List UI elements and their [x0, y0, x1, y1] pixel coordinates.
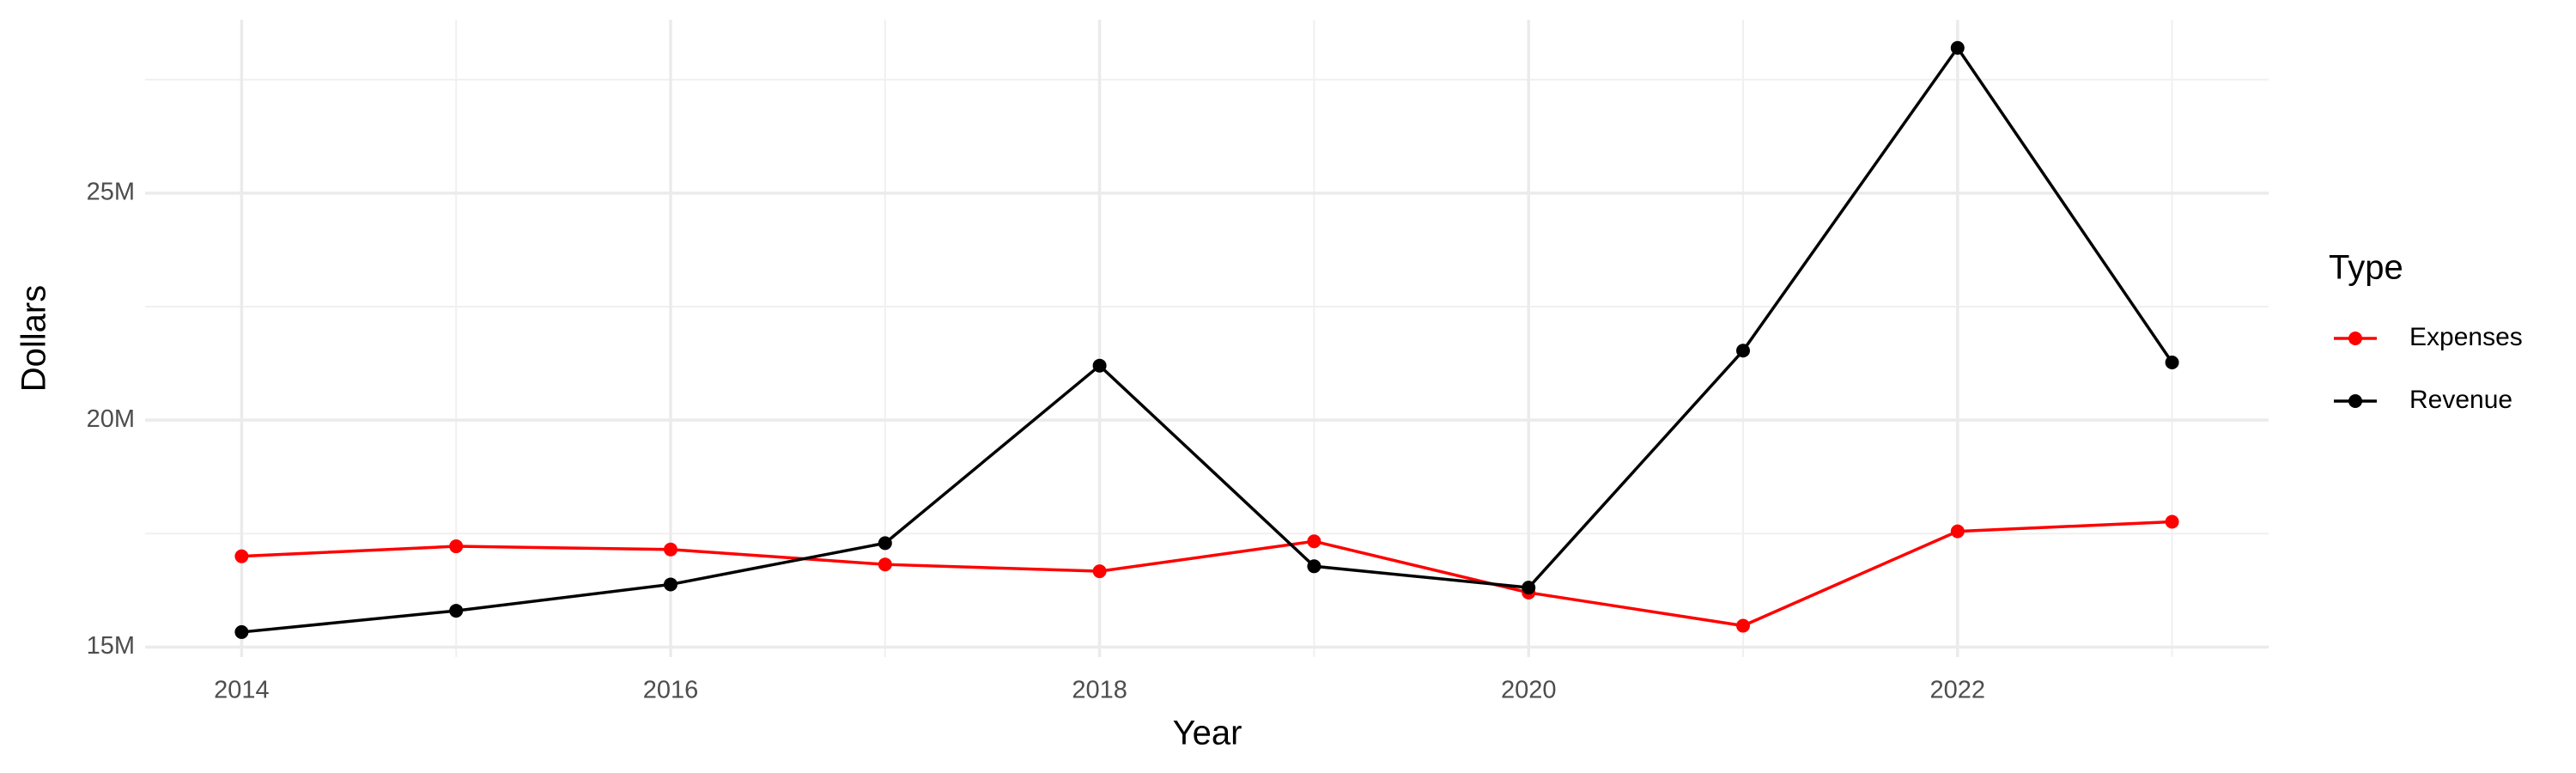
legend-title: Type: [2329, 249, 2403, 287]
x-tick-label: 2018: [1072, 677, 1127, 704]
x-tick-label: 2022: [1930, 677, 1986, 704]
x-axis-title: Year: [1173, 715, 1242, 752]
data-point: [2165, 356, 2179, 370]
y-tick-label: 20M: [87, 405, 135, 433]
data-point: [1950, 40, 1965, 55]
x-tick-label: 2020: [1501, 677, 1557, 704]
legend-key-point: [2348, 332, 2362, 345]
x-tick-label: 2014: [214, 677, 270, 704]
y-axis-title: Dollars: [15, 285, 53, 392]
legend-label: Revenue: [2409, 386, 2512, 414]
y-tick-label: 15M: [87, 632, 135, 660]
data-point: [1092, 358, 1107, 373]
data-point: [1307, 559, 1321, 574]
data-point: [234, 549, 249, 563]
data-point: [449, 539, 464, 554]
series-line: [241, 520, 2172, 628]
x-tick-label: 2016: [643, 677, 699, 704]
data-point: [878, 557, 892, 572]
legend-label: Expenses: [2409, 323, 2523, 351]
data-point: [1735, 618, 1750, 633]
y-tick-label: 25M: [87, 179, 135, 206]
data-point: [449, 604, 464, 618]
data-point: [1522, 581, 1536, 595]
data-point: [878, 536, 892, 551]
series-line: [241, 45, 2174, 634]
data-point: [1092, 564, 1107, 579]
data-point: [1735, 344, 1750, 358]
data-point: [1307, 534, 1321, 549]
data-point: [1950, 524, 1965, 539]
data-point: [234, 624, 249, 639]
data-point: [664, 577, 678, 592]
data-point: [2165, 514, 2179, 529]
data-point: [664, 542, 678, 557]
legend-key-point: [2348, 394, 2362, 408]
